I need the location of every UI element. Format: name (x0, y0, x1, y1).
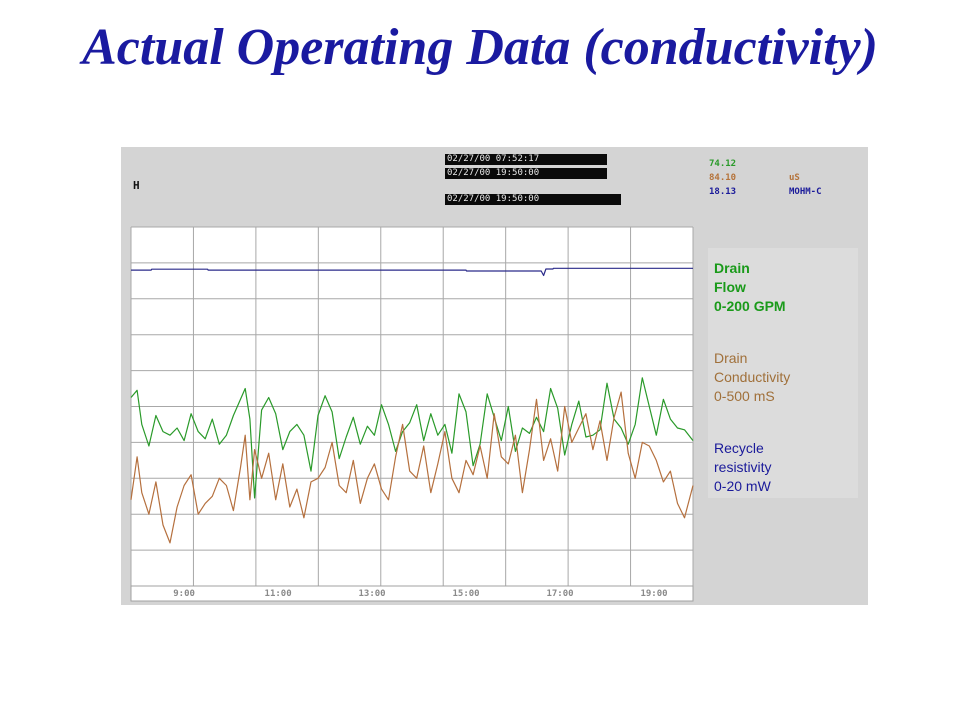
x-tick-label: 15:00 (452, 589, 479, 599)
end-timestamp: 02/27/00 19:50:00 (445, 168, 607, 179)
resistivity-readout-unit: MOHM-C (789, 187, 822, 197)
legend-res-line3: 0-20 mW (714, 478, 771, 494)
x-tick-label: 19:00 (640, 589, 667, 599)
legend-recycle-resistivity: Recycle resistivity 0-20 mW (714, 439, 772, 496)
x-tick-label: 17:00 (546, 589, 573, 599)
legend-area (708, 248, 858, 498)
legend-cond-line3: 0-500 mS (714, 388, 775, 404)
legend-drain-flow: Drain Flow 0-200 GPM (714, 259, 786, 316)
legend-drain-conductivity: Drain Conductivity 0-500 mS (714, 349, 790, 406)
series-drain-flow (130, 377, 694, 499)
x-tick-label: 9:00 (173, 589, 195, 599)
series-drain-conductivity (130, 391, 694, 544)
start-timestamp: 02/27/00 07:52:17 (445, 154, 607, 165)
legend-flow-line3: 0-200 GPM (714, 298, 786, 314)
flow-readout-value: 74.12 (709, 159, 737, 169)
conductivity-readout-value: 84.10 (709, 173, 737, 183)
x-tick-label: 13:00 (359, 589, 386, 599)
legend-res-line1: Recycle (714, 440, 764, 456)
resistivity-readout-value: 18.13 (709, 187, 737, 197)
time-axis-strip (130, 585, 694, 602)
legend-cond-line1: Drain (714, 350, 748, 366)
cursor-marker: H (133, 179, 140, 192)
legend-res-line2: resistivity (714, 459, 772, 475)
legend-flow-line1: Drain (714, 260, 750, 276)
slide-title: Actual Operating Data (conductivity) (82, 19, 878, 76)
legend-cond-line2: Conductivity (714, 369, 791, 385)
series-recycle-resistivity (131, 267, 693, 277)
cursor-timestamp: 02/27/00 19:50:00 (445, 194, 621, 205)
conductivity-readout-unit: uS (789, 173, 800, 183)
legend-flow-line2: Flow (714, 279, 746, 295)
x-tick-label: 11:00 (265, 589, 292, 599)
